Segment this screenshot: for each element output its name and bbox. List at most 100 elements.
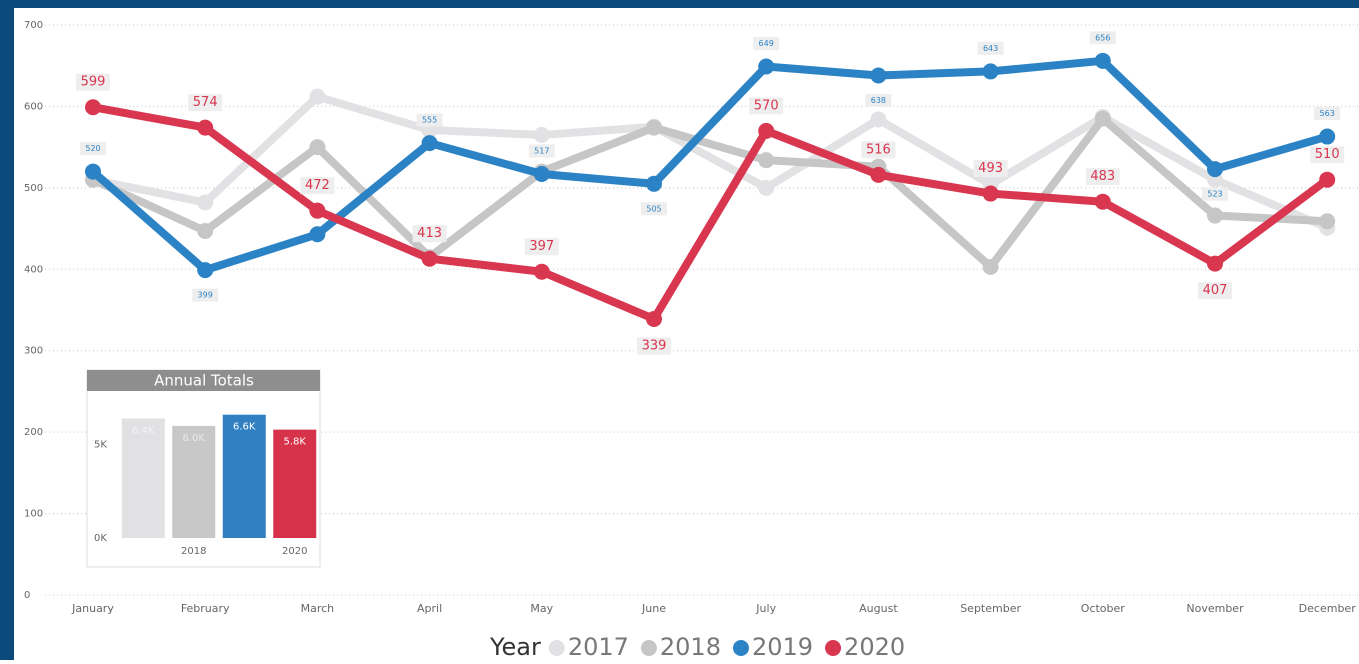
point xyxy=(421,135,438,152)
point xyxy=(533,126,550,143)
label-box xyxy=(1310,146,1345,164)
point xyxy=(421,250,438,267)
point xyxy=(85,99,101,116)
data-label: 555 xyxy=(422,116,437,125)
label-box xyxy=(1314,107,1341,121)
y-tick-label: 400 xyxy=(24,264,43,275)
label-box xyxy=(80,142,106,156)
y-tick-label: 0 xyxy=(24,590,30,601)
point xyxy=(1319,213,1336,230)
label-box xyxy=(749,97,784,115)
data-label: 570 xyxy=(754,98,779,113)
data-label: 339 xyxy=(642,338,667,353)
label-box xyxy=(300,177,335,195)
data-label: 638 xyxy=(871,96,886,105)
point xyxy=(1319,128,1336,145)
data-label: 517 xyxy=(534,147,549,156)
inset-chart: Annual Totals 0K 5K 6.4K 6.0K 2018 6.6K 5.8K 20… xyxy=(86,369,321,568)
bar xyxy=(121,418,165,538)
point xyxy=(533,263,550,280)
legend-label: 2020 xyxy=(844,633,905,660)
point xyxy=(982,63,999,80)
point xyxy=(870,111,887,128)
x-tick-label: October xyxy=(1081,602,1125,615)
point xyxy=(1207,161,1223,178)
label-box xyxy=(1198,282,1232,300)
series-line xyxy=(92,92,1329,232)
legend-marker xyxy=(640,640,657,656)
data-label: 397 xyxy=(529,239,554,254)
y-tick-label: 5K xyxy=(94,440,107,451)
legend-label: 2017 xyxy=(568,633,629,660)
x-tick-label: December xyxy=(1299,602,1357,615)
x-tick-label: June xyxy=(641,602,666,615)
legend-title: Year xyxy=(489,633,541,660)
label-box xyxy=(528,144,555,158)
inset-title: Annual Totals xyxy=(154,372,254,390)
point xyxy=(870,166,887,183)
x-tick-label: February xyxy=(181,602,230,615)
series-line xyxy=(92,103,1330,323)
x-tick-label: August xyxy=(859,602,898,615)
point xyxy=(85,163,101,180)
data-label: 407 xyxy=(1203,283,1228,298)
data-label: 6.0K xyxy=(183,433,206,444)
label-box xyxy=(416,113,443,127)
label-box xyxy=(637,337,671,355)
point xyxy=(1094,52,1111,69)
bar xyxy=(222,414,266,538)
data-label: 413 xyxy=(417,226,442,241)
label-box xyxy=(412,225,447,243)
label-box xyxy=(1085,168,1120,186)
label-box xyxy=(865,93,892,107)
data-label: 6.6K xyxy=(233,422,256,433)
label-box xyxy=(861,141,896,159)
point xyxy=(197,223,214,240)
legend-label: 2019 xyxy=(752,633,813,660)
point xyxy=(533,166,550,183)
point xyxy=(758,58,775,75)
label-box xyxy=(977,41,1004,55)
x-tick-label: July xyxy=(755,602,776,615)
label-box xyxy=(973,160,1008,178)
point xyxy=(982,258,999,275)
data-label: 563 xyxy=(1320,109,1335,118)
label-box xyxy=(641,202,667,216)
y-tick-label: 500 xyxy=(24,183,43,194)
series-line xyxy=(91,114,1328,271)
legend-marker xyxy=(825,640,842,656)
x-tick-label: September xyxy=(960,602,1021,615)
x-tick-label: 2020 xyxy=(282,546,307,557)
label-box xyxy=(524,238,559,256)
data-label: 5.8K xyxy=(284,437,307,448)
bar xyxy=(273,429,317,538)
x-tick-label: May xyxy=(530,602,553,615)
data-label: 505 xyxy=(646,204,661,213)
data-label: 574 xyxy=(193,95,218,110)
bar xyxy=(172,425,216,538)
point xyxy=(758,152,775,169)
data-label: 399 xyxy=(198,291,213,300)
label-box xyxy=(188,94,223,112)
point xyxy=(309,88,326,105)
data-label: 472 xyxy=(305,178,330,193)
x-tick-label: 2018 xyxy=(181,546,206,557)
point xyxy=(982,185,999,202)
data-label: 649 xyxy=(759,39,774,48)
point xyxy=(758,122,775,139)
point xyxy=(197,262,214,279)
line-chart: 0 100 200 300 400 500 600 700 January February Mar… xyxy=(24,20,1359,615)
y-tick-label: 700 xyxy=(24,20,43,31)
label-box xyxy=(1202,187,1228,201)
inset-title-bar xyxy=(87,370,320,391)
legend-label: 2018 xyxy=(660,633,721,660)
label-box xyxy=(1089,31,1116,45)
data-label: 520 xyxy=(85,144,100,153)
point xyxy=(758,179,775,196)
y-tick-label: 200 xyxy=(24,427,43,438)
point xyxy=(870,67,887,84)
point xyxy=(646,119,662,136)
point xyxy=(646,310,662,327)
x-tick-label: January xyxy=(71,602,114,615)
